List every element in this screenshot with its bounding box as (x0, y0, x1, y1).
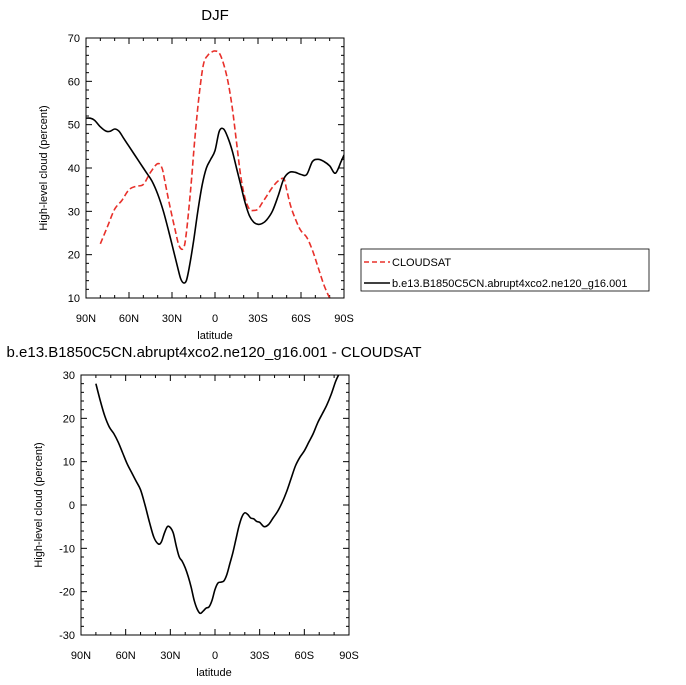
model-series-line (86, 117, 344, 284)
y-tick-label: 0 (69, 500, 75, 512)
top-x-axis-label: latitude (197, 330, 232, 342)
x-tick-label: 60S (295, 650, 315, 662)
top-panel: DJF 10 20 30 40 50 60 70 90N 60N 30N 0 30S 60S 90S H… (38, 7, 354, 342)
top-y-axis-label: High-level cloud (percent) (38, 105, 50, 230)
x-tick-label: 60N (116, 650, 136, 662)
y-tick-label: 60 (68, 76, 80, 88)
difference-series-line (95, 375, 340, 615)
top-tick-marks (85, 37, 345, 299)
y-tick-label: 20 (68, 250, 80, 262)
top-x-tick-labels: 90N 60N 30N 0 30S 60S 90S (76, 313, 354, 325)
y-tick-label: 20 (63, 413, 75, 425)
bottom-x-tick-labels: 90N 60N 30N 0 30S 60S 90S (71, 650, 359, 662)
y-tick-label: -10 (59, 543, 75, 555)
cloudsat-series-line (99, 50, 331, 298)
x-tick-label: 90N (76, 313, 96, 325)
legend: CLOUDSAT b.e13.B1850C5CN.abrupt4xco2.ne1… (360, 248, 650, 292)
legend-label-cloudsat: CLOUDSAT (392, 257, 451, 269)
y-tick-label: 40 (68, 163, 80, 175)
top-chart-title: DJF (201, 7, 229, 24)
y-tick-label: 50 (68, 120, 80, 132)
x-tick-label: 90N (71, 650, 91, 662)
x-tick-label: 30S (248, 313, 268, 325)
bottom-chart-title: b.e13.B1850C5CN.abrupt4xco2.ne120_g16.00… (7, 344, 422, 361)
x-tick-label: 90S (339, 650, 359, 662)
bottom-x-axis-label: latitude (196, 667, 231, 679)
legend-label-model: b.e13.B1850C5CN.abrupt4xco2.ne120_g16.00… (392, 278, 627, 290)
x-tick-label: 0 (212, 650, 218, 662)
x-tick-label: 0 (212, 313, 218, 325)
x-tick-label: 90S (334, 313, 354, 325)
top-series-lines (86, 50, 344, 298)
legend-box (360, 248, 650, 292)
x-tick-label: 30N (160, 650, 180, 662)
x-tick-label: 60N (119, 313, 139, 325)
y-tick-label: 70 (68, 33, 80, 45)
top-y-tick-labels: 10 20 30 40 50 60 70 (68, 33, 80, 305)
y-tick-label: 30 (68, 206, 80, 218)
bottom-tick-marks (80, 374, 350, 636)
y-tick-label: 10 (68, 293, 80, 305)
y-tick-label: 10 (63, 457, 75, 469)
top-plot-frame (85, 37, 345, 299)
y-tick-label: -20 (59, 587, 75, 599)
x-tick-label: 30N (162, 313, 182, 325)
bottom-plot-frame (80, 374, 350, 636)
bottom-panel: b.e13.B1850C5CN.abrupt4xco2.ne120_g16.00… (7, 344, 422, 679)
bottom-y-tick-labels: -30 -20 -10 0 10 20 30 (59, 370, 75, 642)
x-tick-label: 60S (291, 313, 311, 325)
bottom-y-axis-label: High-level cloud (percent) (33, 442, 45, 567)
y-tick-label: -30 (59, 630, 75, 642)
bottom-series-lines (95, 375, 340, 615)
y-tick-label: 30 (63, 370, 75, 382)
x-tick-label: 30S (250, 650, 270, 662)
